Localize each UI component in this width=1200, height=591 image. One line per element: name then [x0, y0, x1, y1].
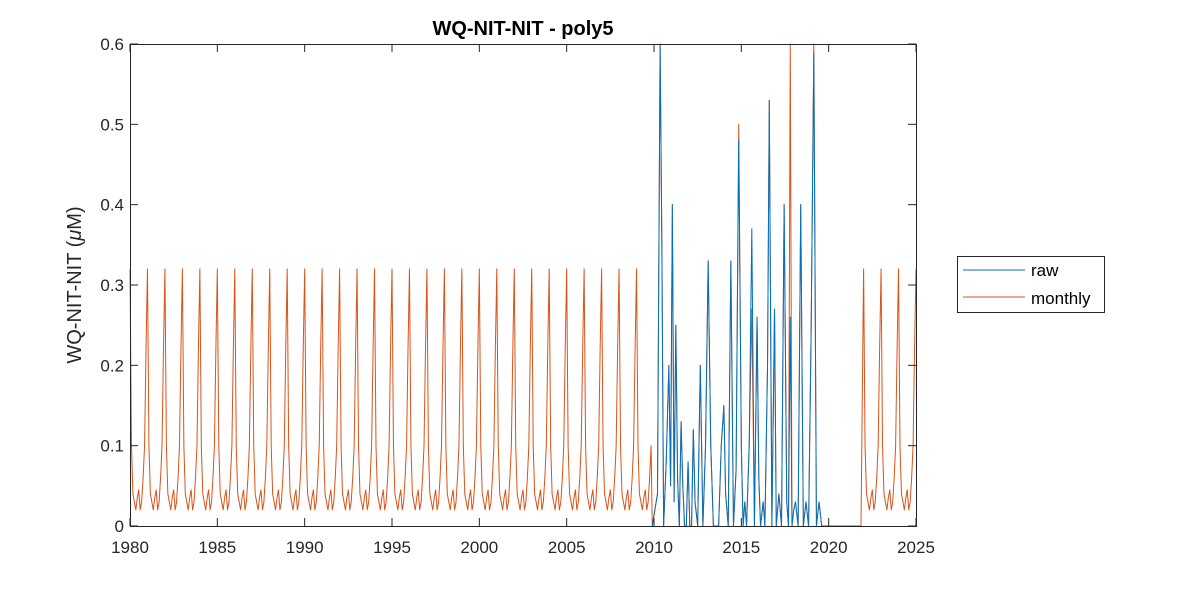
y-tick-label: 0.4 [100, 196, 124, 215]
legend-box [957, 256, 1105, 313]
legend-label-raw: raw [1031, 261, 1059, 280]
x-tick-label: 1980 [111, 538, 149, 557]
x-tick-label: 2000 [460, 538, 498, 557]
y-axis-label: WQ-NIT-NIT (μM) [64, 206, 86, 363]
x-tick-label: 2020 [810, 538, 848, 557]
x-tick-label: 2005 [548, 538, 586, 557]
x-axis: 1980 1985 1990 1995 2000 2005 2010 2015 2020 2025 [111, 44, 935, 557]
y-tick-label: 0 [115, 517, 124, 536]
y-tick-label: 0.3 [100, 276, 124, 295]
x-tick-label: 1990 [286, 538, 324, 557]
plot-area [130, 44, 916, 526]
y-tick-label: 0.5 [100, 115, 124, 134]
legend-label-monthly: monthly [1031, 289, 1091, 308]
y-tick-label: 0.2 [100, 356, 124, 375]
y-tick-label: 0.6 [100, 35, 124, 54]
y-axis-label-mu: μ [64, 230, 86, 242]
x-tick-label: 2025 [897, 538, 935, 557]
y-axis: 0 0.1 0.2 0.3 0.4 0.5 0.6 [100, 35, 916, 536]
x-tick-label: 1985 [198, 538, 236, 557]
chart-title: WQ-NIT-NIT - poly5 [432, 18, 613, 40]
legend: raw monthly [957, 256, 1105, 313]
x-tick-label: 2015 [722, 538, 760, 557]
y-axis-label-main: WQ-NIT-NIT ( [64, 240, 86, 363]
x-tick-label: 1995 [373, 538, 411, 557]
y-axis-label-unit: M) [64, 206, 86, 229]
y-tick-label: 0.1 [100, 437, 124, 456]
x-tick-label: 2010 [635, 538, 673, 557]
